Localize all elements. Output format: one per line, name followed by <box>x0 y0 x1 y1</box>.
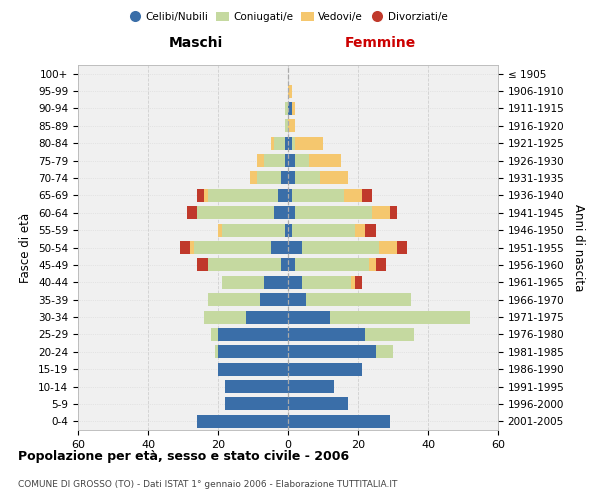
Bar <box>288 258 295 272</box>
Bar <box>295 172 320 184</box>
Bar <box>218 346 288 358</box>
Bar <box>263 154 284 167</box>
Bar <box>368 258 376 272</box>
Bar <box>218 224 221 236</box>
Bar <box>376 258 386 272</box>
Bar <box>288 328 365 341</box>
Bar <box>355 224 365 236</box>
Bar <box>330 310 470 324</box>
Bar <box>274 136 284 149</box>
Bar <box>208 293 260 306</box>
Bar <box>365 328 414 341</box>
Bar <box>295 136 323 149</box>
Text: Maschi: Maschi <box>169 36 223 51</box>
Bar <box>292 189 344 202</box>
Bar <box>365 224 376 236</box>
Bar <box>221 276 263 289</box>
Bar <box>204 310 246 324</box>
Bar <box>281 258 288 272</box>
Bar <box>204 189 208 202</box>
Bar <box>284 102 288 115</box>
Bar <box>379 241 397 254</box>
Bar <box>292 136 295 149</box>
Bar <box>295 206 372 220</box>
Bar <box>295 154 309 167</box>
Bar <box>288 120 295 132</box>
Bar <box>197 258 208 272</box>
Bar <box>288 102 292 115</box>
Bar <box>187 206 197 220</box>
Bar <box>281 172 288 184</box>
Bar <box>260 293 288 306</box>
Bar <box>257 172 281 184</box>
Bar <box>274 206 288 220</box>
Bar <box>288 241 302 254</box>
Bar <box>246 310 288 324</box>
Y-axis label: Anni di nascita: Anni di nascita <box>572 204 586 291</box>
Bar <box>372 206 389 220</box>
Bar <box>288 380 334 393</box>
Bar <box>344 189 361 202</box>
Bar <box>309 154 341 167</box>
Bar <box>305 293 410 306</box>
Bar <box>288 154 295 167</box>
Bar <box>271 241 288 254</box>
Bar <box>288 189 292 202</box>
Text: COMUNE DI GROSSO (TO) - Dati ISTAT 1° gennaio 2006 - Elaborazione TUTTITALIA.IT: COMUNE DI GROSSO (TO) - Dati ISTAT 1° ge… <box>18 480 397 489</box>
Bar <box>288 293 305 306</box>
Bar <box>302 241 379 254</box>
Bar <box>215 346 218 358</box>
Bar <box>376 346 393 358</box>
Bar <box>295 258 368 272</box>
Bar <box>288 398 347 410</box>
Bar <box>179 241 190 254</box>
Text: Femmine: Femmine <box>345 36 416 51</box>
Bar <box>284 120 288 132</box>
Bar <box>288 206 295 220</box>
Bar <box>225 380 288 393</box>
Bar <box>277 189 288 202</box>
Bar <box>211 328 218 341</box>
Bar <box>288 136 292 149</box>
Bar <box>225 398 288 410</box>
Bar <box>292 102 295 115</box>
Legend: Celibi/Nubili, Coniugati/e, Vedovi/e, Divorziati/e: Celibi/Nubili, Coniugati/e, Vedovi/e, Di… <box>124 8 452 26</box>
Text: Popolazione per età, sesso e stato civile - 2006: Popolazione per età, sesso e stato civil… <box>18 450 349 463</box>
Bar <box>292 224 355 236</box>
Bar <box>218 328 288 341</box>
Bar <box>193 241 271 254</box>
Bar <box>190 241 193 254</box>
Bar <box>288 310 330 324</box>
Bar <box>284 136 288 149</box>
Bar <box>218 362 288 376</box>
Bar <box>288 362 361 376</box>
Bar <box>197 206 274 220</box>
Bar <box>208 258 281 272</box>
Bar <box>288 224 292 236</box>
Bar <box>288 172 295 184</box>
Bar <box>221 224 284 236</box>
Bar <box>302 276 351 289</box>
Bar <box>351 276 355 289</box>
Bar <box>263 276 288 289</box>
Bar <box>288 415 389 428</box>
Bar <box>257 154 263 167</box>
Bar <box>288 84 292 98</box>
Bar <box>250 172 257 184</box>
Bar <box>271 136 274 149</box>
Bar <box>284 224 288 236</box>
Bar <box>355 276 361 289</box>
Bar <box>288 276 302 289</box>
Bar <box>361 189 372 202</box>
Bar <box>389 206 397 220</box>
Bar <box>197 415 288 428</box>
Y-axis label: Fasce di età: Fasce di età <box>19 212 32 282</box>
Bar <box>284 154 288 167</box>
Bar <box>397 241 407 254</box>
Bar <box>320 172 347 184</box>
Bar <box>197 189 204 202</box>
Bar <box>208 189 277 202</box>
Bar <box>288 346 376 358</box>
